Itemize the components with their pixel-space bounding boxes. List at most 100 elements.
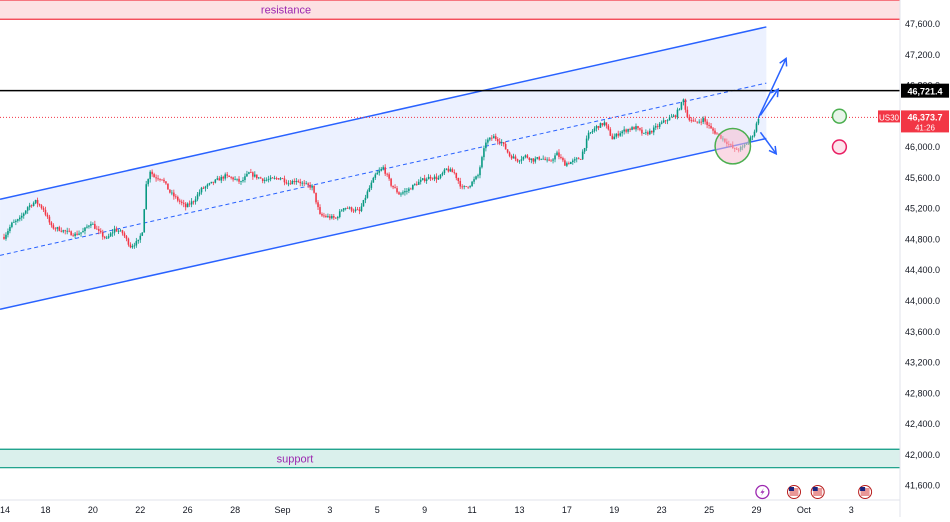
candle-body xyxy=(564,160,566,166)
candle-body xyxy=(528,157,531,160)
candle-body xyxy=(137,239,140,242)
y-tick-label: 45,600.0 xyxy=(905,173,940,183)
candle-body xyxy=(230,176,232,178)
x-tick-label: 20 xyxy=(88,505,98,515)
candle-body xyxy=(117,231,120,232)
candle-body xyxy=(512,156,515,159)
candle-body xyxy=(544,158,546,160)
candle-body xyxy=(542,158,544,160)
candle-body xyxy=(222,176,225,179)
candle-body xyxy=(169,189,171,193)
candle-body xyxy=(344,207,347,209)
candle-body xyxy=(524,155,527,157)
retest-circle-marker xyxy=(714,127,752,165)
candle-body xyxy=(196,194,199,200)
candle-body xyxy=(751,136,754,138)
y-tick-label: 44,400.0 xyxy=(905,265,940,275)
candle-body xyxy=(127,238,130,245)
candle-body xyxy=(342,208,345,211)
x-tick-label: 9 xyxy=(422,505,427,515)
candle-body xyxy=(84,227,86,232)
candle-body xyxy=(72,235,74,237)
candle-body xyxy=(26,207,29,211)
candle-body xyxy=(96,228,98,230)
candle-body xyxy=(153,174,155,178)
candle-body xyxy=(504,143,507,150)
candle-body xyxy=(234,178,236,180)
candle-body xyxy=(633,127,635,130)
candle-body xyxy=(368,187,371,192)
candle-body xyxy=(378,170,381,173)
candle-body xyxy=(319,207,321,214)
level-marker-label: 46,721.4 xyxy=(907,87,942,97)
candle-body xyxy=(232,177,234,180)
candle-body xyxy=(167,183,169,190)
candle-body xyxy=(641,129,643,134)
candle-body xyxy=(331,216,333,219)
candle-body xyxy=(267,179,270,180)
candle-body xyxy=(664,120,667,122)
candle-body xyxy=(194,199,197,202)
candle-body xyxy=(647,132,649,135)
candle-body xyxy=(177,196,179,201)
candle-body xyxy=(625,129,627,132)
candle-body xyxy=(712,128,714,131)
candle-body xyxy=(658,123,661,127)
candle-body xyxy=(358,209,361,212)
projection-arrow-line xyxy=(759,131,777,155)
candle-body xyxy=(52,225,55,229)
candle-body xyxy=(696,121,699,123)
candle-body xyxy=(202,187,205,189)
candle-body xyxy=(704,118,706,122)
candle-body xyxy=(566,163,568,166)
events-layer[interactable] xyxy=(755,484,873,500)
candle-body xyxy=(38,204,41,206)
candle-body xyxy=(572,160,574,163)
candle-body xyxy=(293,180,296,183)
candle-body xyxy=(204,186,207,189)
candle-body xyxy=(461,186,463,188)
candle-body xyxy=(208,183,211,185)
candle-body xyxy=(516,159,519,162)
candle-body xyxy=(248,172,250,174)
candle-body xyxy=(86,226,88,228)
level-marker-badge xyxy=(901,83,949,98)
candle-body xyxy=(88,225,90,227)
candle-body xyxy=(708,124,710,126)
candle-body xyxy=(338,211,341,218)
candle-body xyxy=(593,128,596,131)
candle-body xyxy=(520,159,523,161)
candle-body xyxy=(425,179,428,182)
candle-body xyxy=(161,179,163,181)
x-tick-label: 23 xyxy=(657,505,667,515)
us-flag-canton xyxy=(860,487,866,491)
candle-body xyxy=(672,115,675,117)
candle-body xyxy=(396,188,398,193)
candle-body xyxy=(380,168,383,171)
candle-body xyxy=(412,184,414,190)
candle-body xyxy=(131,246,134,248)
candle-body xyxy=(159,179,161,180)
candle-body xyxy=(591,130,594,133)
candle-body xyxy=(599,123,602,128)
candle-body xyxy=(252,172,254,177)
x-tick-label: 13 xyxy=(514,505,524,515)
resistance-zone-label: resistance xyxy=(261,5,311,17)
candle-body xyxy=(388,174,390,179)
candle-body xyxy=(522,156,525,160)
candle-body xyxy=(688,117,691,121)
candle-body xyxy=(291,180,294,185)
candle-body xyxy=(532,158,535,162)
candle-body xyxy=(64,230,67,232)
candle-body xyxy=(453,172,456,173)
candle-body xyxy=(317,202,319,208)
y-tick-label: 43,600.0 xyxy=(905,327,940,337)
bearish-signal-marker xyxy=(831,139,848,155)
candle-body xyxy=(78,233,80,235)
zones-layer: resistance support xyxy=(0,0,900,469)
y-tick-label: 44,800.0 xyxy=(905,234,940,244)
candle-body xyxy=(141,232,144,236)
y-tick-label: 42,400.0 xyxy=(905,419,940,429)
x-axis[interactable]: 14 18 20 22 26 28 Sep 3 5 9 11 13 17 19 23 25 29 Oct 3 xyxy=(0,499,900,515)
